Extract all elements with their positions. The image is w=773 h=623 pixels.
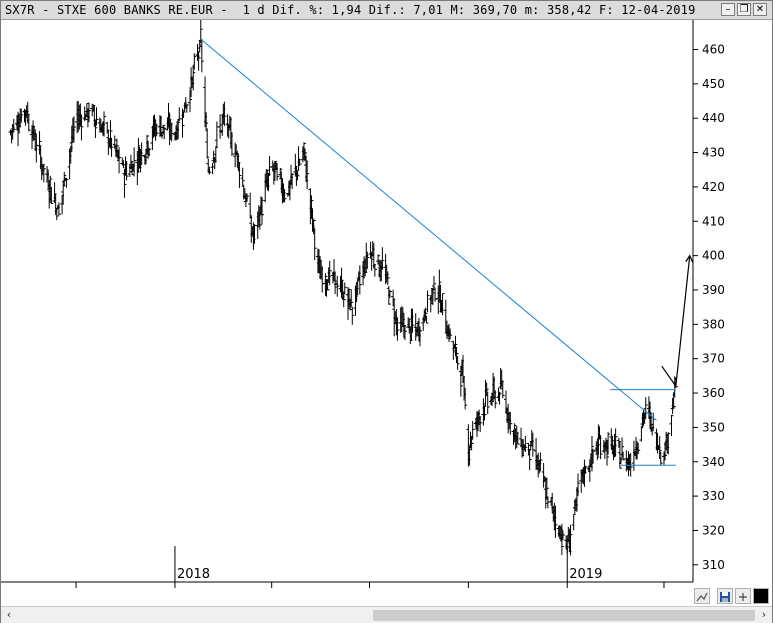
y-tick-label: 380: [702, 317, 725, 331]
horizontal-scrollbar[interactable]: ‹ ›: [1, 606, 772, 623]
y-tick-label: 400: [702, 249, 725, 263]
y-tick-label: 310: [702, 558, 725, 572]
scroll-right-arrow-icon[interactable]: ›: [761, 608, 767, 621]
title-bar[interactable]: SX7R - STXE 600 BANKS RE.EUR - 1 d Dif. …: [1, 1, 772, 20]
target-arrow: [661, 255, 691, 388]
y-tick-label: 320: [702, 523, 725, 537]
close-button[interactable]: ✕: [753, 3, 767, 16]
scroll-thumb[interactable]: [373, 610, 755, 621]
y-tick-label: 360: [702, 386, 725, 400]
y-tick-label: 460: [702, 42, 725, 56]
chart-tool-icon[interactable]: [694, 588, 710, 604]
y-tick-label: 390: [702, 283, 725, 297]
y-tick-label: 450: [702, 77, 725, 91]
y-tick-label: 430: [702, 146, 725, 160]
y-tick-label: 350: [702, 420, 725, 434]
y-tick-label: 330: [702, 489, 725, 503]
color-swatch-icon[interactable]: [753, 588, 769, 604]
minimize-button[interactable]: –: [721, 3, 735, 16]
trendline: [200, 38, 657, 421]
year-label: 2018: [177, 567, 210, 582]
price-chart[interactable]: 310 320 330 340 350 360 370 380 390 400 410 420 430 4…: [1, 20, 772, 588]
y-tick-label: 340: [702, 455, 725, 469]
target-arrowhead: [685, 254, 694, 263]
y-tick-label: 410: [702, 214, 725, 228]
restore-button[interactable]: ❐: [737, 3, 751, 16]
window-title: SX7R - STXE 600 BANKS RE.EUR - 1 d Dif. …: [5, 3, 696, 17]
save-icon[interactable]: [717, 588, 733, 604]
pin-icon[interactable]: [735, 588, 751, 604]
y-tick-label: 420: [702, 180, 725, 194]
year-label: 2019: [569, 567, 602, 582]
scroll-left-arrow-icon[interactable]: ‹: [6, 608, 12, 621]
y-tick-label: 370: [702, 352, 725, 366]
y-tick-label: 440: [702, 111, 725, 125]
